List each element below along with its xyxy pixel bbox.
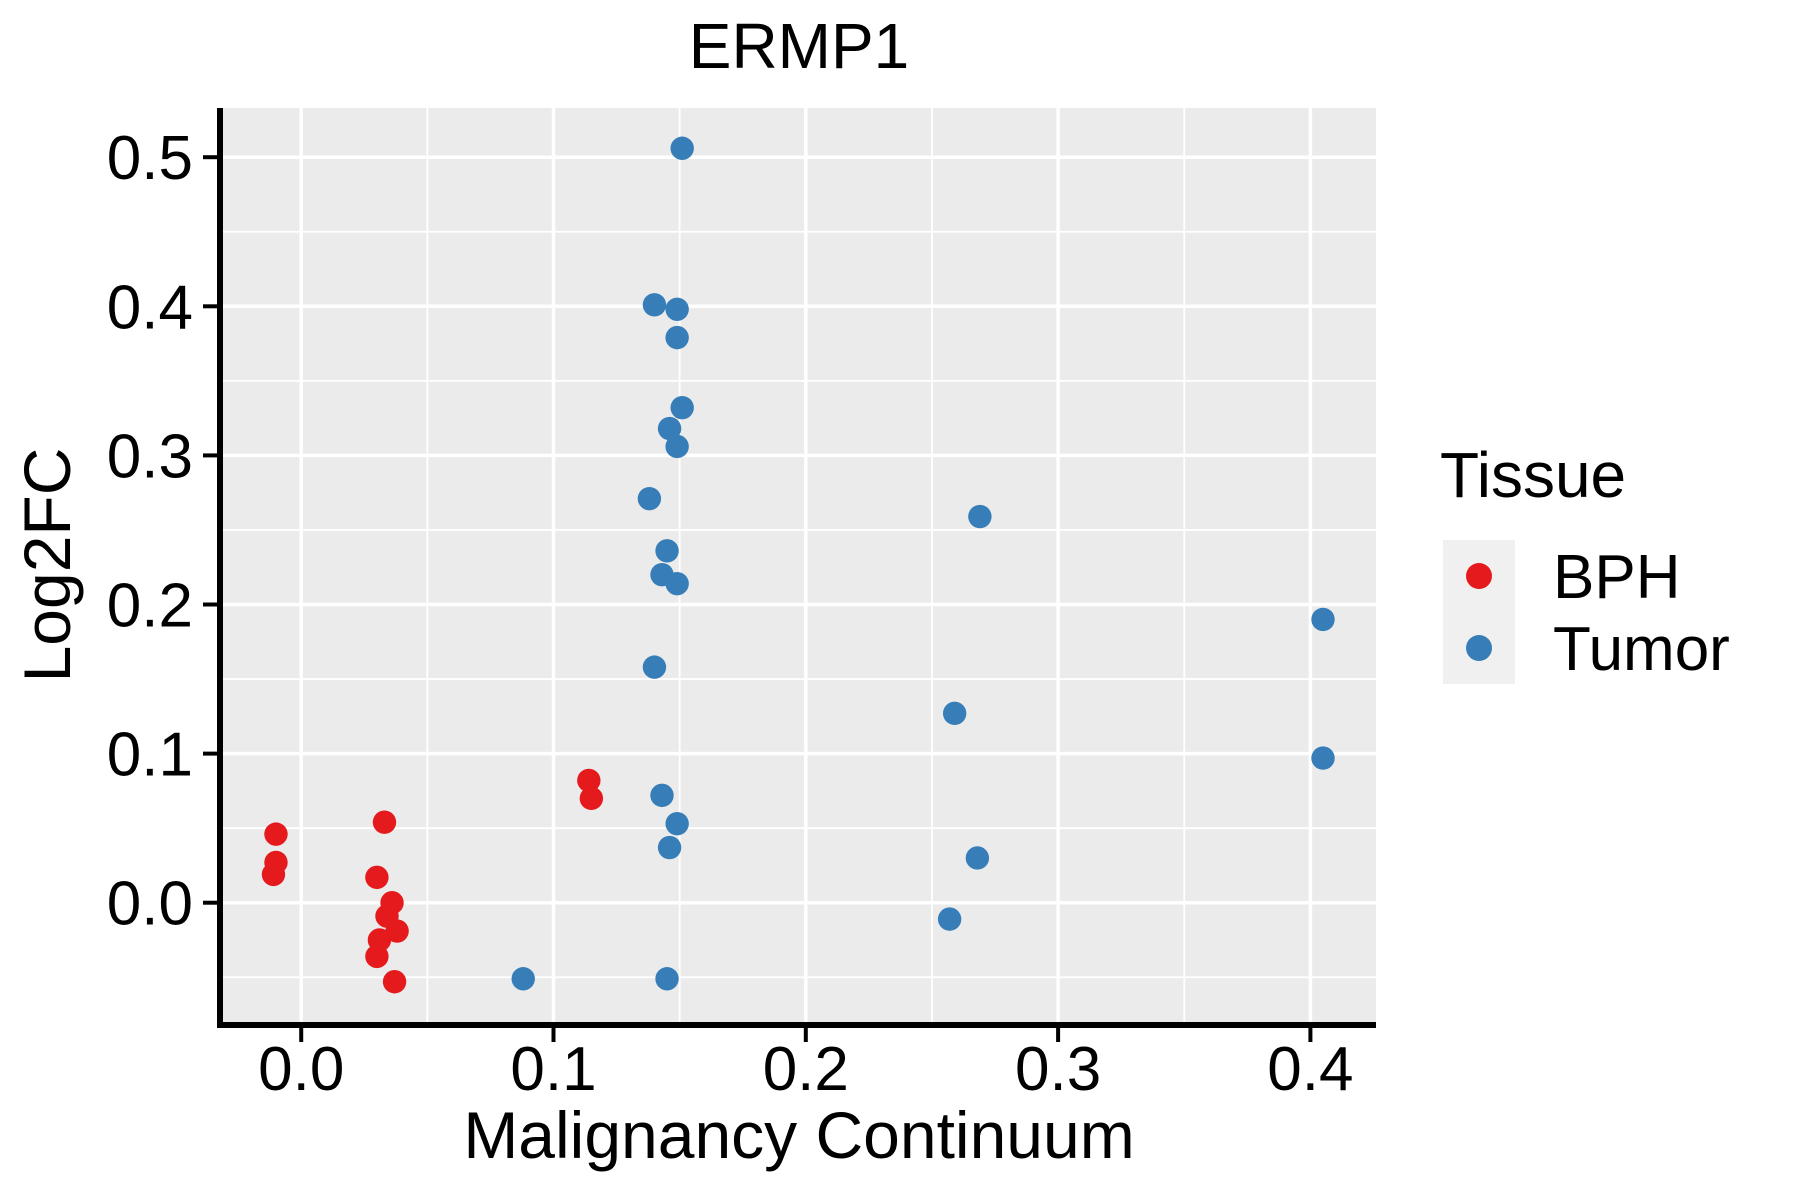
x-tick-label: 0.0 bbox=[258, 1035, 344, 1104]
legend-title: Tissue bbox=[1440, 439, 1626, 511]
data-points-layer bbox=[261, 136, 1335, 994]
data-point-tumor bbox=[657, 835, 682, 860]
data-point-bph bbox=[372, 810, 397, 834]
data-point-bph bbox=[264, 822, 288, 846]
data-point-tumor bbox=[968, 504, 992, 529]
x-axis-title: Malignancy Continuum bbox=[463, 1098, 1134, 1172]
legend-label-tumor: Tumor bbox=[1553, 615, 1730, 684]
legend-key-dot-bph bbox=[1466, 563, 1492, 589]
y-tick-label: 0.5 bbox=[107, 124, 193, 193]
data-point-tumor bbox=[511, 967, 535, 991]
data-point-bph bbox=[579, 786, 604, 811]
tick-marks-layer bbox=[203, 155, 1313, 1042]
data-point-tumor bbox=[1311, 746, 1335, 770]
data-point-tumor bbox=[655, 539, 679, 563]
y-tick-label: 0.0 bbox=[107, 870, 193, 939]
data-point-bph bbox=[365, 865, 389, 890]
data-point-tumor bbox=[650, 783, 674, 808]
y-tick-label: 0.2 bbox=[107, 572, 193, 641]
data-point-bph bbox=[577, 768, 601, 793]
data-point-tumor bbox=[637, 486, 662, 511]
data-point-bph bbox=[261, 862, 286, 887]
data-point-tumor bbox=[937, 907, 962, 931]
y-tick-label: 0.1 bbox=[107, 721, 193, 790]
data-point-bph bbox=[382, 970, 407, 994]
data-point-bph bbox=[365, 944, 389, 969]
plot-panel bbox=[223, 108, 1376, 1022]
data-point-tumor bbox=[665, 297, 689, 321]
data-point-tumor bbox=[642, 293, 667, 317]
data-point-tumor bbox=[670, 136, 694, 160]
y-tick-label: 0.4 bbox=[107, 273, 193, 342]
data-point-tumor bbox=[665, 571, 689, 596]
data-point-tumor bbox=[642, 655, 667, 679]
data-point-tumor bbox=[657, 416, 682, 441]
x-tick-label: 0.4 bbox=[1267, 1035, 1353, 1104]
axis-lines-layer bbox=[217, 108, 1376, 1028]
data-point-tumor bbox=[655, 967, 679, 991]
y-axis-title: Log2FC bbox=[10, 448, 84, 683]
x-tick-label: 0.3 bbox=[1015, 1035, 1101, 1104]
legend-label-bph: BPH bbox=[1553, 543, 1680, 612]
data-point-bph bbox=[385, 919, 409, 943]
major-gridlines bbox=[223, 108, 1376, 1022]
data-point-tumor bbox=[965, 846, 990, 870]
data-point-tumor bbox=[1311, 607, 1335, 632]
data-point-tumor bbox=[665, 434, 689, 459]
tick-labels-layer: 0.0 0.1 0.2 0.3 0.4 0.0 0.1 0.2 0.3 0.4 0.5 bbox=[107, 124, 1354, 1104]
y-tick-label: 0.3 bbox=[107, 422, 193, 491]
plot-title: ERMP1 bbox=[689, 10, 910, 82]
x-tick-label: 0.1 bbox=[510, 1035, 596, 1104]
minor-gridlines bbox=[223, 108, 1376, 1022]
data-point-tumor bbox=[942, 701, 967, 726]
data-point-tumor bbox=[670, 395, 694, 420]
legend-key-dot-tumor bbox=[1466, 635, 1492, 661]
data-point-tumor bbox=[665, 811, 689, 836]
x-tick-label: 0.2 bbox=[763, 1035, 849, 1104]
data-point-tumor bbox=[665, 325, 689, 350]
